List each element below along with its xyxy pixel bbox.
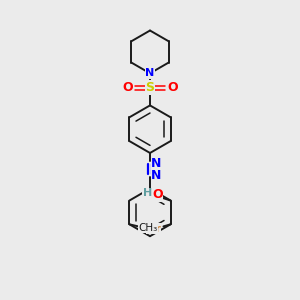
Text: N: N bbox=[152, 169, 162, 182]
Text: O: O bbox=[152, 188, 163, 201]
Text: CH₃: CH₃ bbox=[139, 223, 158, 233]
Text: Br: Br bbox=[147, 224, 160, 234]
Text: N: N bbox=[152, 157, 162, 169]
Text: N: N bbox=[146, 68, 154, 78]
Text: H: H bbox=[143, 188, 152, 198]
Text: O: O bbox=[122, 81, 133, 94]
Text: O: O bbox=[167, 81, 178, 94]
Text: S: S bbox=[146, 81, 154, 94]
